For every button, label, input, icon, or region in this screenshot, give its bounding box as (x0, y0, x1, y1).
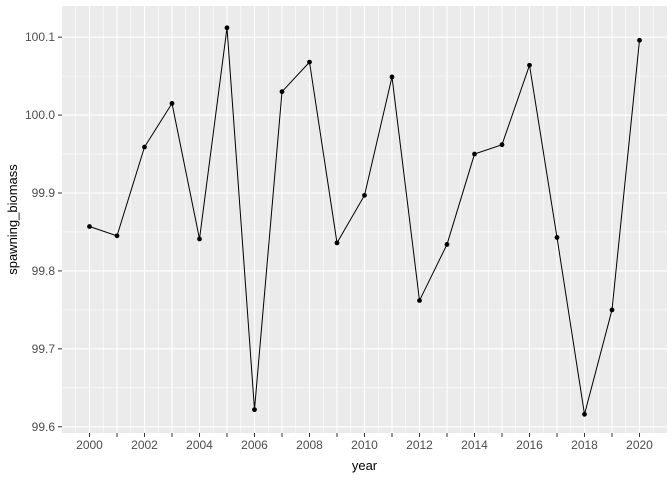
data-point (252, 407, 257, 413)
x-tick-label: 2004 (186, 438, 213, 452)
data-point (472, 151, 477, 157)
x-tick-label: 2020 (626, 438, 653, 452)
data-point (169, 100, 175, 106)
data-point (609, 307, 615, 313)
data-point (307, 59, 312, 65)
data-point (362, 192, 367, 198)
data-point (554, 235, 560, 240)
x-tick-label: 2018 (571, 438, 598, 452)
y-tick-label: 99.7 (32, 342, 56, 356)
x-tick-label: 2014 (461, 438, 488, 452)
y-tick-label: 100.1 (25, 30, 55, 44)
y-axis-title: spawning_biomass (5, 164, 20, 275)
x-tick-label: 2006 (241, 438, 268, 452)
data-point (114, 233, 120, 239)
grid-major (62, 6, 667, 433)
data-point (142, 144, 147, 150)
data-point (224, 25, 230, 31)
axis-ticks (58, 36, 640, 437)
data-point (637, 37, 642, 43)
data-point (527, 62, 532, 68)
axis-tick-labels: 2000 2002 2004 2006 2008 2010 2012 2014 2016 2018… (25, 30, 653, 452)
y-tick-label: 99.9 (32, 186, 56, 200)
data-point (279, 89, 285, 95)
data-point (389, 74, 395, 80)
data-point (87, 224, 92, 229)
data-point (197, 236, 202, 242)
y-tick-label: 99.8 (32, 264, 56, 278)
data-point (444, 242, 450, 247)
data-point (582, 411, 587, 417)
data-point (417, 298, 422, 303)
data-point (499, 142, 505, 148)
x-axis-title: year (352, 458, 378, 473)
x-tick-label: 2002 (131, 438, 158, 452)
y-tick-label: 99.6 (32, 420, 56, 434)
x-tick-label: 2016 (516, 438, 543, 452)
x-tick-label: 2008 (296, 438, 323, 452)
y-tick-label: 100.0 (25, 108, 55, 122)
x-tick-label: 2010 (351, 438, 378, 452)
x-tick-label: 2012 (406, 438, 433, 452)
x-tick-label: 2000 (76, 438, 103, 452)
data-point (334, 240, 340, 246)
data-series (87, 25, 642, 417)
